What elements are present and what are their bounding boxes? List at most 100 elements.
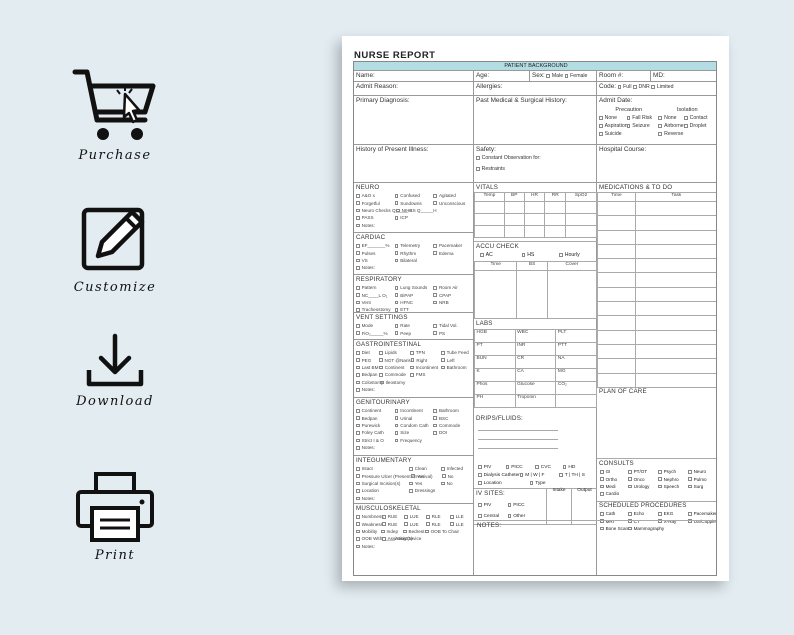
checkbox[interactable]	[433, 431, 437, 435]
checkbox[interactable]	[356, 529, 360, 534]
checkbox[interactable]	[688, 512, 692, 516]
checkbox[interactable]	[382, 515, 386, 519]
checkbox[interactable]	[394, 416, 399, 421]
meds-row[interactable]	[597, 329, 716, 345]
checkbox[interactable]	[600, 492, 604, 496]
meds-row[interactable]	[597, 243, 716, 260]
lab-cell[interactable]: PLT	[555, 329, 597, 343]
checkbox[interactable]	[688, 519, 692, 524]
checkbox[interactable]	[356, 515, 360, 519]
checkbox[interactable]	[394, 293, 399, 298]
checkbox[interactable]	[356, 365, 360, 370]
checkbox[interactable]	[411, 474, 415, 479]
checkbox[interactable]	[356, 331, 360, 336]
checkbox[interactable]	[433, 194, 437, 198]
checkbox[interactable]	[356, 308, 360, 312]
checkbox[interactable]	[409, 489, 413, 493]
lab-cell[interactable]: CA	[514, 368, 557, 382]
checkbox[interactable]	[394, 201, 399, 206]
checkbox[interactable]	[600, 519, 604, 524]
checkbox[interactable]	[394, 286, 399, 290]
checkbox[interactable]	[356, 258, 360, 263]
checkbox[interactable]	[356, 286, 360, 290]
checkbox[interactable]	[394, 331, 399, 336]
checkbox[interactable]	[410, 358, 415, 363]
checkbox[interactable]	[356, 208, 360, 213]
checkbox[interactable]	[356, 522, 360, 527]
checkbox[interactable]	[441, 467, 445, 471]
checkbox[interactable]	[394, 194, 399, 198]
meds-row[interactable]	[597, 200, 716, 217]
room-field[interactable]: Room #:	[597, 71, 651, 82]
checkbox[interactable]	[449, 522, 454, 527]
checkbox[interactable]	[356, 489, 360, 493]
meds-row[interactable]	[597, 343, 716, 360]
checkbox[interactable]	[356, 223, 360, 228]
checkbox[interactable]	[402, 529, 407, 534]
checkbox[interactable]	[394, 216, 399, 220]
checkbox[interactable]	[433, 423, 437, 428]
checkbox[interactable]	[409, 481, 413, 486]
lab-cell[interactable]: HGB	[474, 329, 516, 343]
checkbox[interactable]	[433, 244, 437, 248]
lab-cell[interactable]: Troponin	[514, 394, 557, 408]
checkbox[interactable]	[356, 537, 360, 541]
checkbox[interactable]	[410, 351, 414, 355]
checkbox[interactable]	[410, 373, 414, 377]
checkbox[interactable]	[433, 251, 437, 256]
checkbox[interactable]	[441, 474, 446, 479]
checkbox[interactable]	[658, 477, 662, 482]
checkbox[interactable]	[433, 300, 437, 305]
checkbox[interactable]	[394, 244, 399, 248]
checkbox[interactable]	[356, 416, 360, 421]
checkbox[interactable]	[378, 358, 383, 363]
checkbox[interactable]	[356, 194, 360, 198]
lab-cell[interactable]: NA	[555, 355, 597, 369]
checkbox[interactable]	[356, 474, 360, 479]
meds-row[interactable]	[597, 301, 716, 317]
lab-cell[interactable]: BUN	[474, 355, 516, 369]
meds-row[interactable]	[597, 286, 716, 303]
checkbox[interactable]	[433, 201, 437, 206]
checkbox[interactable]	[356, 324, 360, 328]
name-field[interactable]: Name:	[354, 71, 474, 82]
checkbox[interactable]	[433, 409, 437, 413]
checkbox[interactable]	[382, 537, 386, 541]
checkbox[interactable]	[380, 380, 384, 385]
checkbox[interactable]	[356, 423, 360, 428]
age-field[interactable]: Age:	[474, 71, 530, 82]
meds-row[interactable]	[597, 372, 716, 388]
allergies-field[interactable]: Allergies:	[474, 82, 597, 96]
checkbox[interactable]	[441, 481, 445, 486]
lab-cell[interactable]: WBC	[514, 329, 557, 343]
lab-cell[interactable]: Glucose	[514, 381, 557, 395]
checkbox[interactable]	[394, 308, 399, 312]
checkbox[interactable]	[356, 409, 360, 413]
checkbox[interactable]	[658, 512, 662, 516]
primary-diagnosis-field[interactable]: Primary Diagnosis:	[354, 96, 474, 145]
lab-cell[interactable]	[555, 394, 597, 408]
checkbox[interactable]	[424, 529, 429, 534]
checkbox[interactable]	[433, 293, 437, 298]
checkbox[interactable]	[449, 515, 454, 519]
lab-cell[interactable]: CR	[514, 355, 557, 369]
checkbox[interactable]	[356, 438, 360, 443]
checkbox[interactable]	[658, 470, 662, 474]
lab-cell[interactable]: K	[474, 368, 516, 382]
checkbox[interactable]	[356, 201, 360, 206]
checkbox[interactable]	[658, 519, 662, 524]
checkbox[interactable]	[379, 365, 383, 370]
meds-row[interactable]	[597, 215, 716, 231]
checkbox[interactable]	[356, 251, 360, 256]
checkbox[interactable]	[600, 484, 604, 489]
checkbox[interactable]	[356, 380, 360, 385]
hpi-field[interactable]: History of Present Illness:	[354, 145, 474, 183]
checkbox[interactable]	[688, 477, 692, 482]
checkbox[interactable]	[379, 373, 383, 377]
checkbox[interactable]	[409, 467, 413, 471]
checkbox[interactable]	[394, 258, 399, 263]
checkbox[interactable]	[628, 519, 632, 524]
checkbox[interactable]	[628, 526, 632, 531]
meds-row[interactable]	[597, 229, 716, 245]
checkbox[interactable]	[382, 522, 386, 527]
